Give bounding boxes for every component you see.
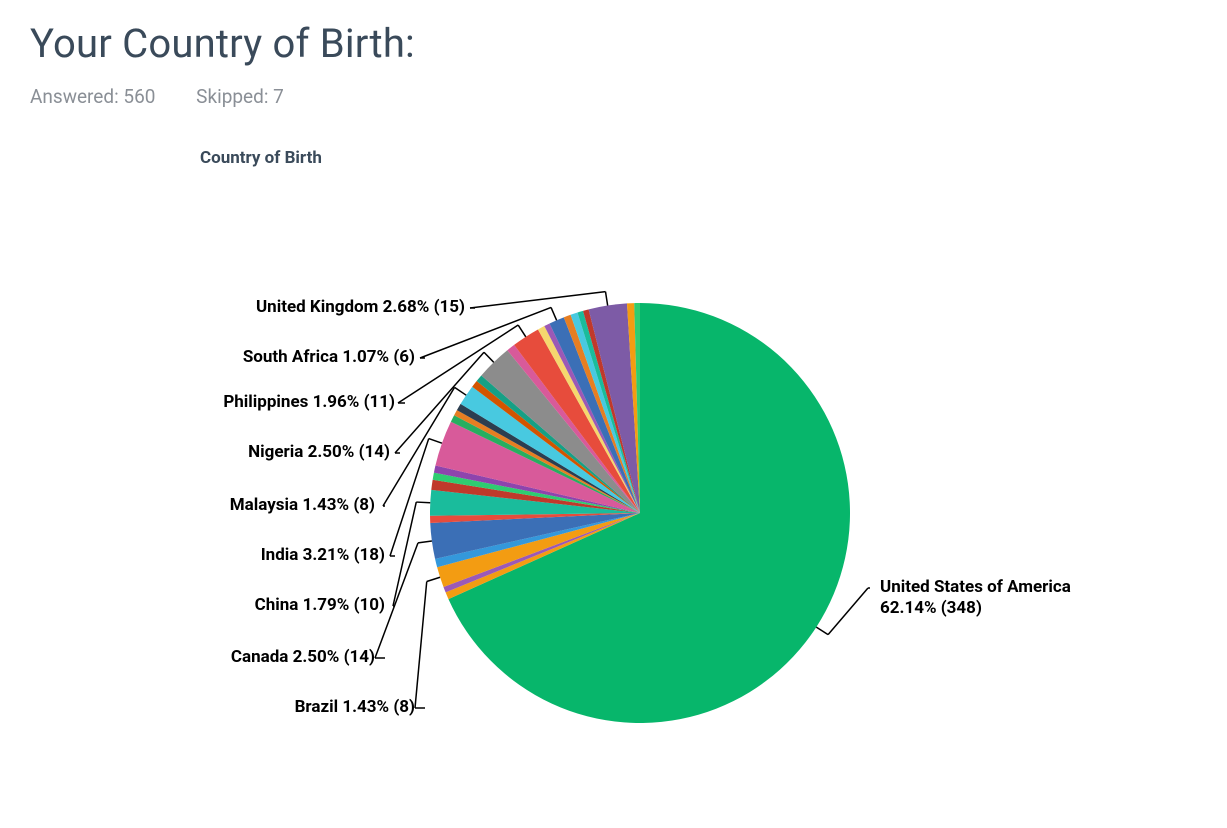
page-title: Your Country of Birth:: [30, 20, 1197, 67]
pie-label: United Kingdom 2.68% (15): [195, 297, 465, 318]
response-meta: Answered: 560 Skipped: 7: [30, 85, 1197, 108]
chart-title: Country of Birth: [200, 148, 1197, 168]
pie-svg: [430, 303, 850, 723]
pie-label: India 3.21% (18): [190, 545, 385, 566]
pie-label: Malaysia 1.43% (8): [165, 495, 375, 516]
answered-count: Answered: 560: [30, 85, 155, 108]
pie-label: Canada 2.50% (14): [165, 647, 375, 668]
pie-label: United States of America 62.14% (348): [880, 577, 1180, 620]
pie-label: Nigeria 2.50% (14): [170, 442, 390, 463]
pie-label: South Africa 1.07% (6): [155, 347, 415, 368]
pie-label: Brazil 1.43% (8): [215, 697, 415, 718]
pie-chart: United States of America 62.14% (348)Bra…: [30, 208, 1130, 768]
skipped-count: Skipped: 7: [196, 85, 284, 108]
pie-label: Philippines 1.96% (11): [135, 392, 395, 413]
pie-label: China 1.79% (10): [185, 595, 385, 616]
